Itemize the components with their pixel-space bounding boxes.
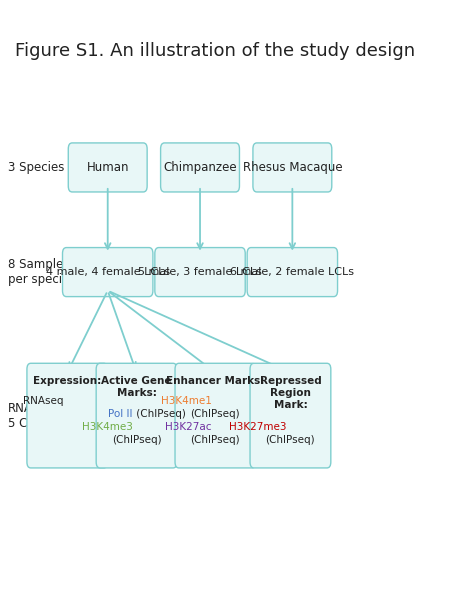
Text: H3K27me3: H3K27me3 [229, 422, 287, 432]
Text: H3K27ac: H3K27ac [165, 422, 212, 432]
Text: Figure S1. An illustration of the study design: Figure S1. An illustration of the study … [15, 42, 415, 60]
Text: Pol II: Pol II [108, 409, 133, 419]
Text: 5 male, 3 female LCLs: 5 male, 3 female LCLs [138, 267, 262, 277]
Text: (ChIPseq): (ChIPseq) [191, 435, 240, 445]
Text: 6 male, 2 female LCLs: 6 male, 2 female LCLs [230, 267, 354, 277]
FancyBboxPatch shape [96, 364, 177, 468]
FancyBboxPatch shape [175, 364, 256, 468]
FancyBboxPatch shape [27, 364, 108, 468]
Text: Repressed
Region
Mark:: Repressed Region Mark: [260, 377, 321, 410]
Text: Enhancer Marks:: Enhancer Marks: [166, 377, 265, 386]
FancyBboxPatch shape [247, 248, 338, 297]
FancyBboxPatch shape [63, 248, 153, 297]
Text: RNAseq: RNAseq [23, 396, 63, 405]
Text: 3 Species: 3 Species [8, 161, 64, 174]
FancyBboxPatch shape [68, 143, 147, 192]
Text: H3K4me1: H3K4me1 [161, 396, 212, 405]
FancyBboxPatch shape [155, 248, 245, 297]
Text: Chimpanzee: Chimpanzee [163, 161, 237, 174]
Text: (ChIPseq): (ChIPseq) [191, 409, 240, 419]
FancyBboxPatch shape [250, 364, 331, 468]
Text: H3K4me3: H3K4me3 [82, 422, 133, 432]
Text: 8 Samples
per species: 8 Samples per species [8, 258, 75, 286]
FancyBboxPatch shape [253, 143, 332, 192]
Text: (ChIPseq): (ChIPseq) [112, 435, 162, 445]
Text: (ChIPseq): (ChIPseq) [133, 409, 185, 419]
Text: 4 male, 4 female LCLs: 4 male, 4 female LCLs [45, 267, 170, 277]
Text: Human: Human [86, 161, 129, 174]
Text: Expression:: Expression: [33, 377, 101, 386]
Text: Rhesus Macaque: Rhesus Macaque [243, 161, 342, 174]
FancyBboxPatch shape [161, 143, 239, 192]
Text: Active Gene
Marks:: Active Gene Marks: [101, 377, 172, 398]
Text: (ChIPseq): (ChIPseq) [266, 435, 315, 445]
Text: RNAseq+
5 ChIPseq: RNAseq+ 5 ChIPseq [8, 402, 66, 429]
